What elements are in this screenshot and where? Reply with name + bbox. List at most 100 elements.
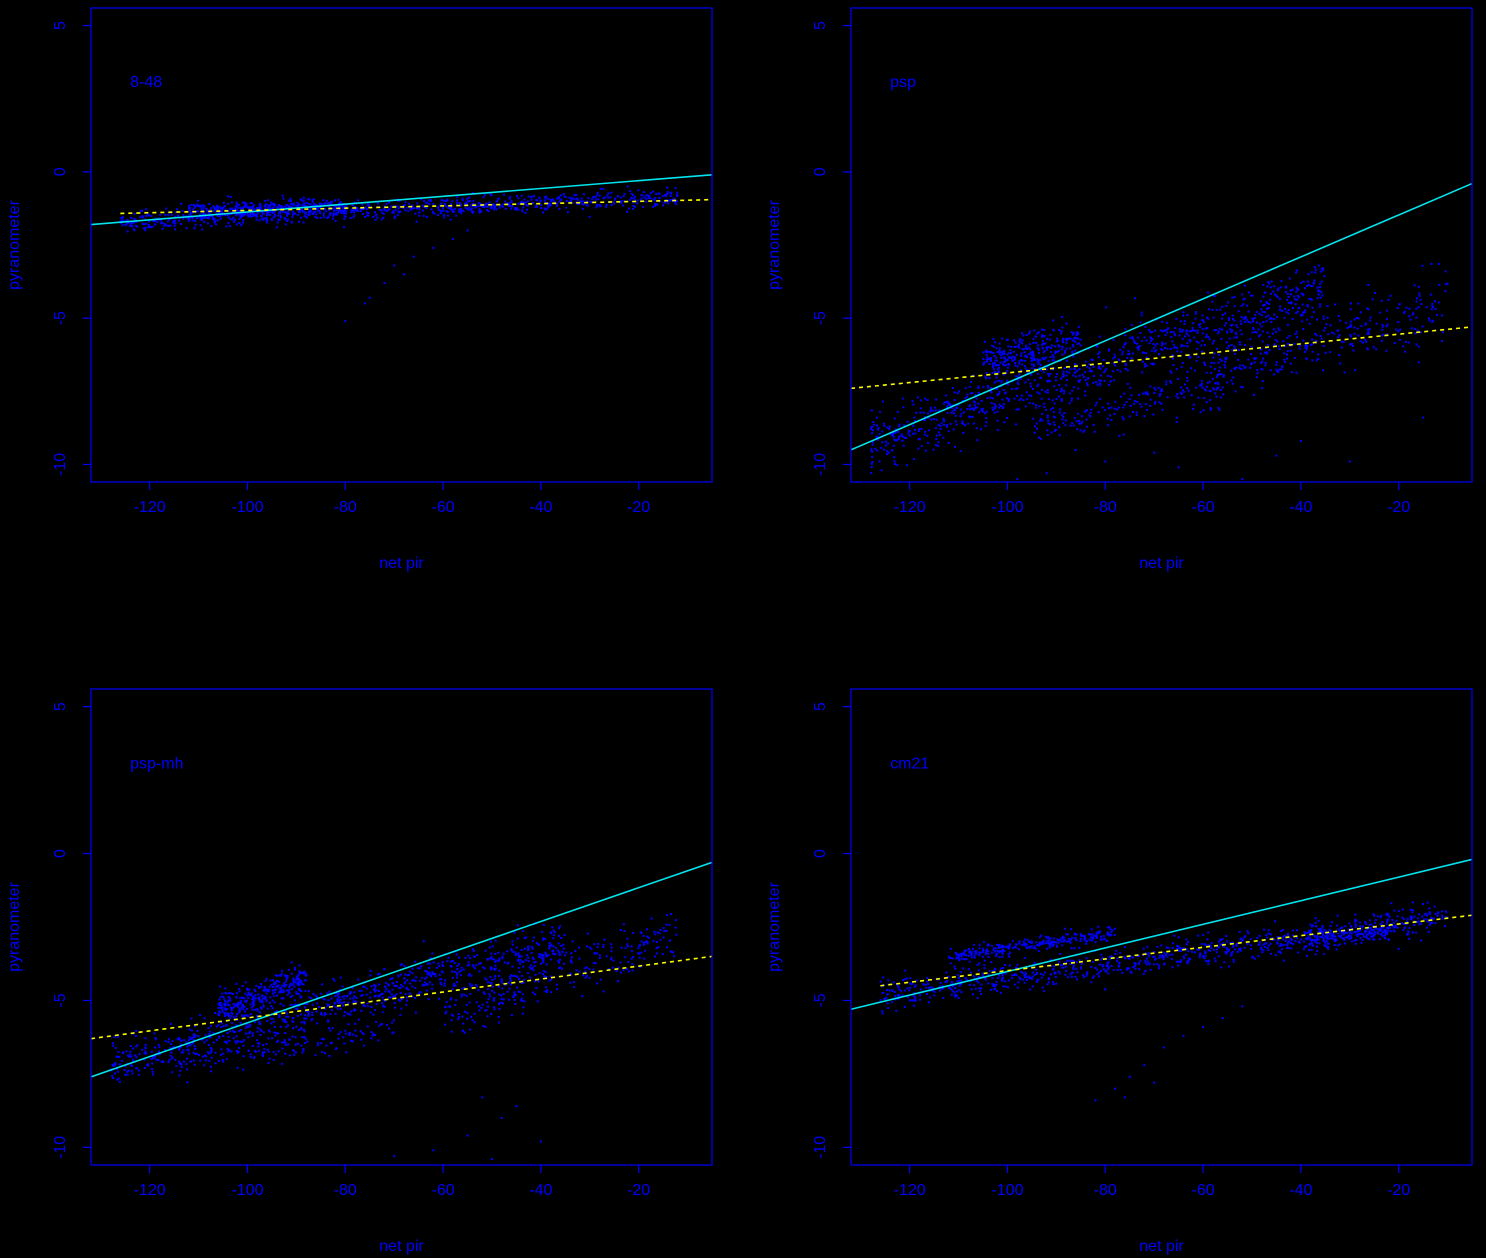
point	[242, 219, 245, 222]
point	[381, 992, 384, 995]
point	[226, 1048, 229, 1050]
point	[1163, 329, 1166, 332]
point	[1033, 379, 1036, 382]
point	[893, 460, 896, 463]
point	[1050, 431, 1053, 434]
point	[547, 954, 550, 957]
point	[316, 1022, 319, 1025]
point	[1086, 365, 1089, 368]
point	[662, 936, 665, 939]
point	[877, 438, 879, 441]
point	[1216, 386, 1219, 389]
point	[610, 946, 613, 949]
point	[1153, 386, 1156, 389]
point	[395, 208, 397, 211]
point	[329, 212, 332, 215]
point	[962, 432, 965, 434]
point	[1144, 365, 1146, 368]
point	[1031, 353, 1034, 356]
point	[1319, 286, 1322, 288]
point	[374, 986, 377, 989]
point	[479, 962, 482, 965]
point	[558, 208, 561, 210]
point	[1016, 986, 1019, 989]
point	[273, 211, 276, 214]
point	[314, 994, 317, 997]
point	[238, 990, 241, 993]
point	[1107, 402, 1110, 405]
point	[622, 200, 625, 203]
point	[113, 1072, 116, 1075]
point	[883, 448, 886, 451]
point	[1062, 337, 1064, 340]
point	[272, 1020, 275, 1023]
point	[1029, 382, 1032, 385]
point	[180, 1040, 183, 1042]
point	[1226, 381, 1229, 384]
point	[1305, 357, 1308, 360]
point	[598, 954, 601, 957]
point	[987, 351, 990, 353]
point	[388, 201, 391, 204]
point	[1154, 402, 1156, 405]
point	[914, 999, 917, 1002]
point	[169, 1047, 172, 1050]
point	[983, 340, 986, 343]
point	[1018, 373, 1021, 376]
point	[271, 1037, 274, 1040]
point	[548, 202, 551, 205]
point	[577, 203, 580, 206]
point	[1228, 337, 1231, 340]
y-tick-label: -10	[52, 1136, 69, 1159]
point	[558, 958, 561, 961]
point	[992, 363, 995, 366]
point	[275, 988, 278, 991]
point	[304, 973, 307, 976]
point	[422, 204, 425, 207]
point	[1013, 355, 1016, 358]
point	[335, 213, 338, 216]
point	[970, 407, 973, 410]
point	[338, 992, 340, 995]
point	[284, 205, 287, 208]
point	[1209, 407, 1212, 410]
point	[1402, 345, 1405, 348]
point	[249, 1056, 252, 1059]
point	[630, 945, 633, 948]
point	[502, 952, 505, 955]
point	[1229, 328, 1232, 331]
point	[510, 948, 513, 951]
point	[896, 410, 899, 413]
point	[538, 972, 541, 975]
point	[256, 212, 259, 214]
point	[613, 201, 616, 204]
point	[129, 224, 132, 227]
point	[498, 958, 501, 961]
point	[297, 974, 300, 977]
point	[1273, 343, 1276, 346]
point	[358, 989, 361, 992]
point	[263, 985, 266, 988]
point	[229, 217, 232, 220]
point	[199, 224, 202, 227]
point	[1336, 924, 1339, 927]
point	[1215, 395, 1218, 398]
point	[208, 1036, 211, 1039]
point	[1349, 343, 1352, 346]
point	[353, 995, 356, 998]
point	[292, 212, 295, 215]
outlier-point	[1016, 478, 1019, 481]
point	[658, 192, 661, 195]
point	[144, 1050, 147, 1053]
point	[1418, 294, 1421, 297]
point	[977, 392, 980, 395]
point	[353, 991, 356, 994]
point	[277, 1050, 280, 1053]
point	[392, 210, 395, 213]
point	[1206, 316, 1209, 319]
point	[209, 211, 212, 214]
point	[494, 975, 497, 977]
point	[255, 207, 258, 209]
point	[1065, 384, 1068, 387]
point	[1194, 329, 1197, 332]
